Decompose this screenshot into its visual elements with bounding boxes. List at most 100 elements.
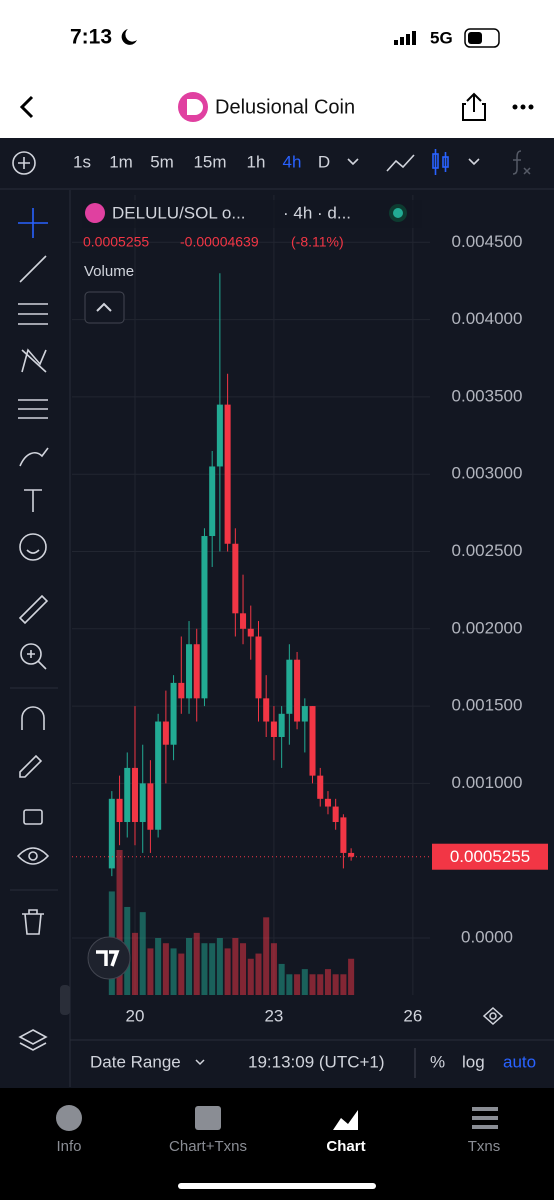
candle-body [124, 767, 131, 823]
interval-button[interactable]: 1h [247, 152, 266, 171]
date-range-dropdown [195, 1059, 205, 1066]
volume-label: Volume [84, 263, 134, 280]
more-button[interactable] [512, 104, 534, 110]
volume-bar [301, 969, 308, 995]
interval-dropdown[interactable] [347, 158, 359, 166]
pattern-tool[interactable] [21, 348, 47, 373]
back-button[interactable] [19, 95, 34, 119]
add-icon [18, 157, 30, 169]
candle-body [270, 721, 277, 737]
percent-toggle[interactable]: % [430, 1052, 445, 1071]
volume-bar [247, 958, 254, 995]
lock-draw-tool[interactable] [19, 754, 43, 778]
tab-label: Chart [326, 1138, 365, 1155]
collapse-legend-icon [96, 302, 112, 312]
candle-body [108, 798, 115, 869]
unlock-tool[interactable] [23, 809, 43, 825]
collapse-handle[interactable] [60, 985, 70, 1015]
status-network: 5G [430, 28, 453, 47]
candle-body [317, 775, 324, 799]
add-button[interactable] [12, 151, 36, 175]
volume-bar [162, 943, 169, 995]
interval-button[interactable]: D [318, 152, 330, 171]
candle-body [240, 613, 247, 629]
tab-icon [333, 1110, 358, 1130]
auto-toggle[interactable]: auto [503, 1052, 536, 1071]
ruler-tool[interactable] [18, 594, 49, 625]
tab[interactable]: Txns [468, 1107, 501, 1155]
tv-logo [87, 936, 131, 980]
candle-body [193, 644, 200, 699]
candle-body [278, 713, 285, 737]
tab[interactable]: Chart [326, 1110, 366, 1155]
tab-icon [195, 1106, 221, 1130]
volume-bar [209, 943, 216, 995]
tab[interactable]: Chart+Txns [169, 1106, 247, 1155]
volume-bar [147, 948, 154, 995]
indicator-button[interactable] [386, 154, 415, 172]
emoji-smile [26, 549, 40, 554]
legend-change: -0.00004639 [180, 234, 259, 250]
log-toggle[interactable]: log [462, 1052, 485, 1071]
tv-logo-mark [96, 950, 120, 967]
text-tool[interactable] [24, 489, 42, 512]
tab-label: Chart+Txns [169, 1138, 247, 1155]
share-button[interactable] [462, 92, 486, 121]
volume-bar [131, 932, 139, 995]
zoom-tool[interactable] [20, 643, 42, 665]
x-tick-label: 23 [264, 1006, 283, 1025]
interval-button[interactable]: 4h [283, 152, 302, 171]
interval-button[interactable]: 5m [150, 152, 174, 171]
x-tick-label: 26 [403, 1006, 422, 1025]
settings-button[interactable] [482, 1006, 504, 1026]
fx-button[interactable] [512, 150, 531, 175]
legend-bg [82, 200, 422, 228]
volume-bar [263, 917, 270, 995]
footer-time: 19:13:09 (UTC+1) [248, 1052, 385, 1071]
volume-bar [294, 974, 301, 995]
line-tool[interactable] [19, 255, 47, 283]
candle-body [309, 706, 316, 776]
candle-body [139, 783, 146, 823]
coin-logo-mark [187, 99, 203, 115]
delete-tool[interactable] [22, 909, 44, 935]
home-indicator [178, 1183, 376, 1189]
collapse-legend[interactable] [84, 291, 125, 324]
y-tick-label: 0.0000 [461, 927, 513, 946]
volume-bar [332, 974, 339, 995]
volume-bar [286, 974, 293, 995]
candle-body [286, 659, 293, 714]
volume-bar [278, 963, 285, 995]
volume-bar [255, 953, 262, 995]
candle-body [224, 404, 231, 544]
brush-tool[interactable] [19, 447, 49, 467]
date-range[interactable]: Date Range [90, 1052, 181, 1071]
interval-button[interactable]: 15m [193, 152, 226, 171]
signal-icon [394, 31, 416, 45]
tab[interactable]: Info [56, 1105, 82, 1155]
magnet-tool[interactable] [21, 706, 45, 730]
volume-bar [340, 974, 347, 995]
crosshair-tool[interactable] [18, 208, 48, 238]
zoom-icon [27, 650, 47, 670]
toolbar [0, 138, 554, 188]
volume-bar [232, 938, 239, 995]
interval-button[interactable]: 1m [109, 152, 133, 171]
chart-type-button[interactable] [432, 149, 449, 175]
candle-body [247, 628, 254, 637]
prediction-tool[interactable] [18, 399, 48, 419]
volume-bar [178, 953, 185, 995]
volume-bar [186, 938, 193, 995]
candle-body [186, 644, 193, 699]
candle-body [116, 798, 123, 823]
battery-icon [464, 28, 500, 48]
interval-button[interactable]: 1s [73, 152, 91, 171]
left-tools [0, 190, 70, 1087]
emoji-tool[interactable] [19, 533, 47, 561]
layers-button[interactable] [18, 1029, 48, 1051]
hide-tool[interactable] [16, 847, 50, 865]
chart-type-dropdown[interactable] [468, 158, 480, 166]
fib-tool[interactable] [18, 303, 48, 325]
settings-icon [489, 1012, 497, 1020]
